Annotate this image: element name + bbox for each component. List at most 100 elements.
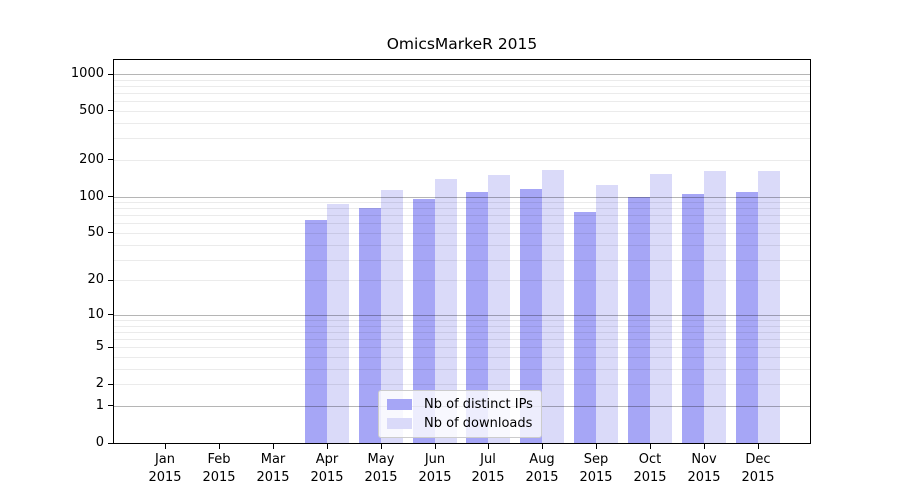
x-tick-label: May 2015 xyxy=(346,451,416,487)
x-tick-label: Oct 2015 xyxy=(615,451,685,487)
x-tick-label: Jul 2015 xyxy=(453,451,523,487)
x-tick-mark xyxy=(596,444,597,449)
x-tick-mark xyxy=(542,444,543,449)
minor-gridline xyxy=(114,80,810,81)
legend-label-downloads: Nb of downloads xyxy=(424,416,533,431)
x-tick-label: Nov 2015 xyxy=(669,451,739,487)
x-tick-month: Dec xyxy=(745,452,771,467)
y-tick-label: 1000 xyxy=(70,66,104,81)
x-tick-month: Jul xyxy=(480,452,496,467)
bar-aug-downloads xyxy=(542,170,565,443)
y-tick-label: 5 xyxy=(95,339,104,354)
x-tick-year: 2015 xyxy=(687,470,721,485)
minor-gridline xyxy=(114,101,810,102)
minor-gridline xyxy=(114,223,810,224)
x-tick-mark xyxy=(704,444,705,449)
y-tick-label: 20 xyxy=(87,272,104,287)
x-tick-year: 2015 xyxy=(525,470,559,485)
grid-layer xyxy=(114,60,810,443)
legend-label-distinct-ips: Nb of distinct IPs xyxy=(424,397,533,412)
x-tick-month: Feb xyxy=(207,452,231,467)
bar-dec-ips xyxy=(735,191,758,443)
minor-gridline xyxy=(114,332,810,333)
x-tick-year: 2015 xyxy=(633,470,667,485)
y-tick-label: 200 xyxy=(79,152,104,167)
x-tick-month: Aug xyxy=(529,452,555,467)
x-tick-year: 2015 xyxy=(202,470,236,485)
x-tick-mark xyxy=(219,444,220,449)
minor-gridline xyxy=(114,260,810,261)
bar-sep-downloads xyxy=(596,185,619,443)
bar-nov-downloads xyxy=(704,170,726,443)
legend-item-distinct-ips: Nb of distinct IPs xyxy=(387,397,533,412)
x-tick-month: May xyxy=(367,452,395,467)
x-tick-year: 2015 xyxy=(471,470,505,485)
minor-gridline xyxy=(114,326,810,327)
minor-gridline xyxy=(114,86,810,87)
x-tick-mark xyxy=(758,444,759,449)
x-tick-month: Jun xyxy=(424,452,446,467)
legend-swatch-distinct-ips xyxy=(387,399,412,410)
bar-nov-ips xyxy=(682,194,704,443)
y-tick-mark xyxy=(108,196,113,197)
major-gridline xyxy=(114,74,810,75)
minor-gridline xyxy=(114,160,810,161)
minor-gridline xyxy=(114,347,810,348)
bar-dec-downloads xyxy=(757,171,780,443)
y-tick-mark xyxy=(108,74,113,75)
y-tick-mark xyxy=(108,159,113,160)
x-tick-mark xyxy=(273,444,274,449)
minor-gridline xyxy=(114,280,810,281)
x-tick-label: Sep 2015 xyxy=(561,451,631,487)
y-tick-label: 100 xyxy=(79,189,104,204)
minor-gridline xyxy=(114,384,810,385)
x-tick-month: Jan xyxy=(154,452,176,467)
x-tick-label: Jan 2015 xyxy=(130,451,200,487)
x-tick-label: Aug 2015 xyxy=(507,451,577,487)
minor-gridline xyxy=(114,357,810,358)
legend-item-downloads: Nb of downloads xyxy=(387,416,533,431)
bar-oct-ips xyxy=(628,197,651,443)
y-tick-mark xyxy=(108,314,113,315)
y-tick-label: 0 xyxy=(95,435,104,450)
x-tick-month: Nov xyxy=(691,452,717,467)
y-tick-mark xyxy=(108,232,113,233)
minor-gridline xyxy=(114,202,810,203)
minor-gridline xyxy=(114,339,810,340)
plot-area: Nb of distinct IPs Nb of downloads xyxy=(113,59,811,444)
y-tick-mark xyxy=(108,280,113,281)
x-tick-year: 2015 xyxy=(310,470,344,485)
x-tick-label: Apr 2015 xyxy=(292,451,362,487)
minor-gridline xyxy=(114,320,810,321)
minor-gridline xyxy=(114,233,810,234)
y-tick-label: 2 xyxy=(95,376,104,391)
minor-gridline xyxy=(114,245,810,246)
bar-apr-downloads xyxy=(326,203,349,443)
x-tick-mark xyxy=(435,444,436,449)
minor-gridline xyxy=(114,123,810,124)
x-tick-label: Feb 2015 xyxy=(184,451,254,487)
chart-title: OmicsMarkeR 2015 xyxy=(386,35,538,53)
y-tick-mark xyxy=(108,110,113,111)
minor-gridline xyxy=(114,208,810,209)
x-tick-label: Jun 2015 xyxy=(400,451,470,487)
y-tick-label: 500 xyxy=(79,103,104,118)
x-tick-month: Oct xyxy=(638,452,662,467)
x-tick-year: 2015 xyxy=(418,470,452,485)
legend: Nb of distinct IPs Nb of downloads xyxy=(378,390,542,438)
minor-gridline xyxy=(114,111,810,112)
minor-gridline xyxy=(114,369,810,370)
legend-swatch-downloads xyxy=(387,418,412,429)
y-tick-mark xyxy=(108,405,113,406)
x-tick-year: 2015 xyxy=(741,470,775,485)
y-tick-label: 10 xyxy=(87,307,104,322)
y-tick-label: 1 xyxy=(95,398,104,413)
x-tick-mark xyxy=(650,444,651,449)
x-tick-mark xyxy=(381,444,382,449)
major-gridline xyxy=(114,197,810,198)
y-tick-mark xyxy=(108,384,113,385)
minor-gridline xyxy=(114,93,810,94)
x-tick-year: 2015 xyxy=(579,470,613,485)
bar-apr-ips xyxy=(304,220,327,443)
